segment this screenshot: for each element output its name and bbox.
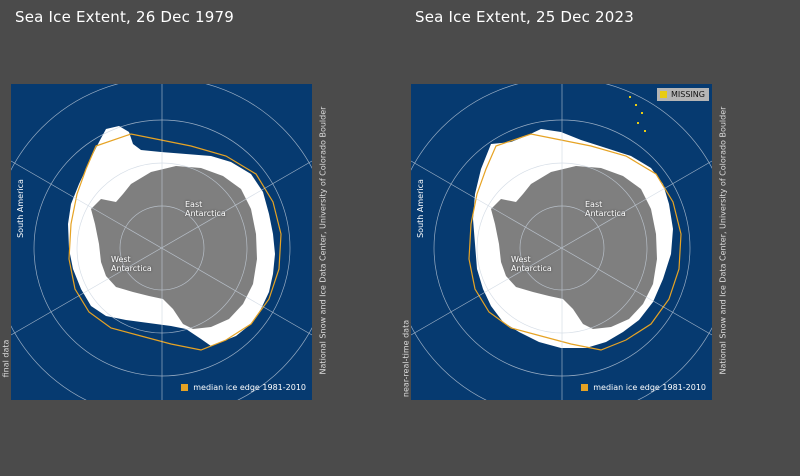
legend-label: median ice edge 1981-2010 [193,383,306,392]
sea-ice-map-1979: South America East Antarctica West Antar… [11,84,312,400]
legend-label: median ice edge 1981-2010 [593,383,706,392]
panel-1979: Sea Ice Extent, 26 Dec 1979 South Americ… [1,8,328,400]
data-type-label: final data [1,339,11,378]
map-title: Sea Ice Extent, 25 Dec 2023 [415,8,634,26]
legend: median ice edge 1981-2010 [581,383,706,392]
missing-data-dots [629,96,646,132]
graticule [411,84,712,400]
map-title: Sea Ice Extent, 26 Dec 1979 [15,8,234,26]
south-america-label: South America [415,179,425,238]
east-antarctica-label: East Antarctica [585,200,626,218]
median-edge-swatch-icon [181,384,189,391]
graticule [11,84,312,400]
south-america-label: South America [15,179,25,238]
legend: median ice edge 1981-2010 [181,383,306,392]
median-ice-edge [468,133,682,351]
credit-label: National Snow and Ice Data Center, Unive… [718,106,728,375]
antarctica-land [91,166,257,329]
missing-swatch-icon [660,91,668,98]
west-antarctica-label: West Antarctica [111,255,152,273]
antarctica-land [491,166,657,329]
median-edge-swatch-icon [581,384,589,391]
missing-label: MISSING [671,90,705,99]
west-antarctica-label: West Antarctica [511,255,552,273]
map-graphic [11,84,312,400]
missing-legend: MISSING [657,88,709,101]
median-ice-edge [68,133,282,351]
credit-label: National Snow and Ice Data Center, Unive… [318,106,328,375]
sea-ice-map-2023: MISSING South America East Antarctica We… [411,84,712,400]
data-type-label: near-real-time data [401,319,411,398]
panel-2023: Sea Ice Extent, 25 Dec 2023 [400,0,800,476]
east-antarctica-label: East Antarctica [185,200,226,218]
map-graphic [411,84,712,400]
